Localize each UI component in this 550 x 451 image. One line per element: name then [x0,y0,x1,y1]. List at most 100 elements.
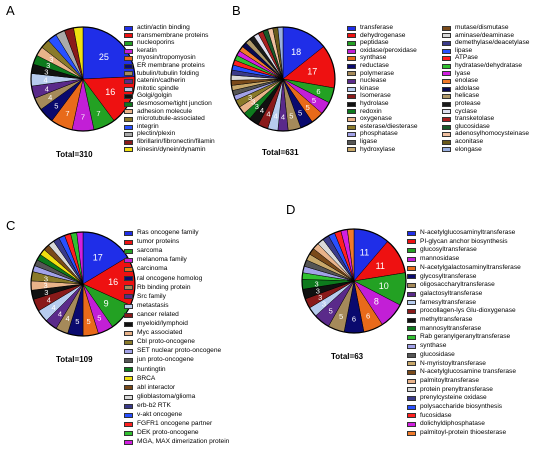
legend-label: redoxin [360,107,382,115]
legend-item: adenosylhomocysteinase [442,131,529,138]
legend-label: cyclase [455,107,477,115]
legend-swatch [124,116,133,122]
legend-swatch [124,63,133,69]
legend-label: DEK proto-oncogene [137,429,199,437]
legend-label: v-akt oncogene [137,411,183,418]
legend-label: palmitoyl-protein thioesterase [420,429,507,437]
slice-value-label: 3 [46,61,50,70]
slice-value-label: 6 [316,87,320,96]
legend-item: myosin/tropomyosin [124,55,196,62]
legend-swatch [124,258,133,264]
legend-swatch [442,124,451,130]
legend-label: oxygenase [360,115,392,123]
legend-swatch [124,321,133,327]
legend-item: metastasis [124,302,169,310]
legend-swatch [442,147,451,153]
legend-label: catenin/cadherin [137,77,186,85]
legend-swatch [124,385,133,391]
legend-swatch [124,339,133,345]
slice-value-label: 4 [51,303,55,312]
legend-swatch [347,124,356,130]
slice-value-label: 6 [352,314,356,323]
panel-letter-c: C [6,218,16,233]
legend-swatch [124,132,133,138]
legend-swatch [407,430,416,436]
legend-label: polymerase [360,69,395,77]
legend-swatch [124,248,133,254]
legend-item: keratin [124,47,157,55]
legend-label: hydratase/dehydratase [455,62,523,69]
legend-label: microtubule-associated [137,115,205,123]
legend-item: fucosidase [407,411,452,420]
legend-item: melanoma family [124,257,187,264]
legend-label: nucleoporins [137,39,175,47]
legend-label: Cbl proto-oncogene [137,338,195,346]
legend-label: adenosylhomocysteinase [455,130,530,138]
legend-label: fucosidase [420,411,452,419]
legend-label: adhesion molecule [137,107,192,115]
legend-item: helicase [442,93,479,100]
legend-label: N-acetylgalactosaminyltransferase [420,263,521,271]
legend-label: tumor proteins [137,238,180,246]
legend-label: nuclease [360,77,387,85]
legend-label: integrin [137,122,159,130]
slice-value-label: 9 [104,298,109,308]
legend-swatch [347,132,356,138]
legend-item: nucleoporins [124,40,174,47]
legend-label: mannosyltransferase [420,324,482,332]
legend-item: myeloid/lymphoid [124,320,188,328]
legend-item: ER membrane proteins [124,62,205,70]
legend-item: peptidase [347,40,389,47]
legend-swatch [124,285,133,291]
legend-label: prenylcysteine oxidase [420,394,487,402]
legend-swatch [442,33,451,39]
legend-item: adhesion molecule [124,107,192,116]
legend-item: kinesin/dynein/dynamin [124,145,206,154]
legend-swatch [347,48,356,54]
legend-item: actin/actin binding [124,24,190,32]
legend-item: PI-glycan anchor biosynthesis [407,238,508,246]
total-label-d: Total=63 [331,352,364,361]
legend-item: oxygenase [347,116,392,123]
legend-label: Rb binding protein [137,283,191,291]
legend-item: polymerase [347,69,395,78]
legend-swatch [442,25,451,31]
legend-item: N-myristoyltransferase [407,360,486,368]
legend-swatch [407,274,416,280]
legend-swatch [347,109,356,115]
slice-value-label: 16 [108,277,118,287]
legend-item: v-akt oncogene [124,411,183,419]
slice-value-label: 3 [49,55,53,64]
legend-label: erb-b2 RTK [137,401,171,409]
legend-item: Cbl proto-oncogene [124,339,195,346]
legend-label: aldolase [455,84,480,92]
legend-swatch [442,48,451,54]
legend-swatch [407,282,416,288]
legend-label: kinesin/dynein/dynamin [137,145,206,153]
legend-swatch [124,312,133,318]
slice-value-label: 17 [93,253,103,263]
slice-value-label: 3 [251,98,255,107]
legend-item: palmitoyl-protein thioesterase [407,429,507,437]
legend-label: glucosidase [420,350,455,358]
legend-swatch [124,40,133,46]
slice-value-label: 3 [315,279,319,288]
slice-value-label: 3 [43,281,47,290]
legend-item: mitotic spindle [124,85,179,93]
legend-item: jun proto-oncogene [124,357,194,364]
legend-label: esterase/diesterase [360,122,418,130]
legend-item: lipase [442,47,472,55]
legend-label: palmitoyltransferase [420,376,480,384]
legend-swatch [124,56,133,62]
legend-swatch [407,248,416,254]
legend-item: glioblastoma/glioma [124,393,195,401]
legend-label: synthase [420,342,447,350]
legend-swatch [347,116,356,122]
legend-swatch [347,71,356,77]
legend-swatch [124,86,133,92]
legend-label: plectin/plexin [137,130,176,138]
legend-item: transmembrane proteins [124,32,208,40]
legend-item: Isomerase [347,93,391,100]
panel-letter-b: B [232,3,241,18]
legend-item: kinase [347,85,379,93]
